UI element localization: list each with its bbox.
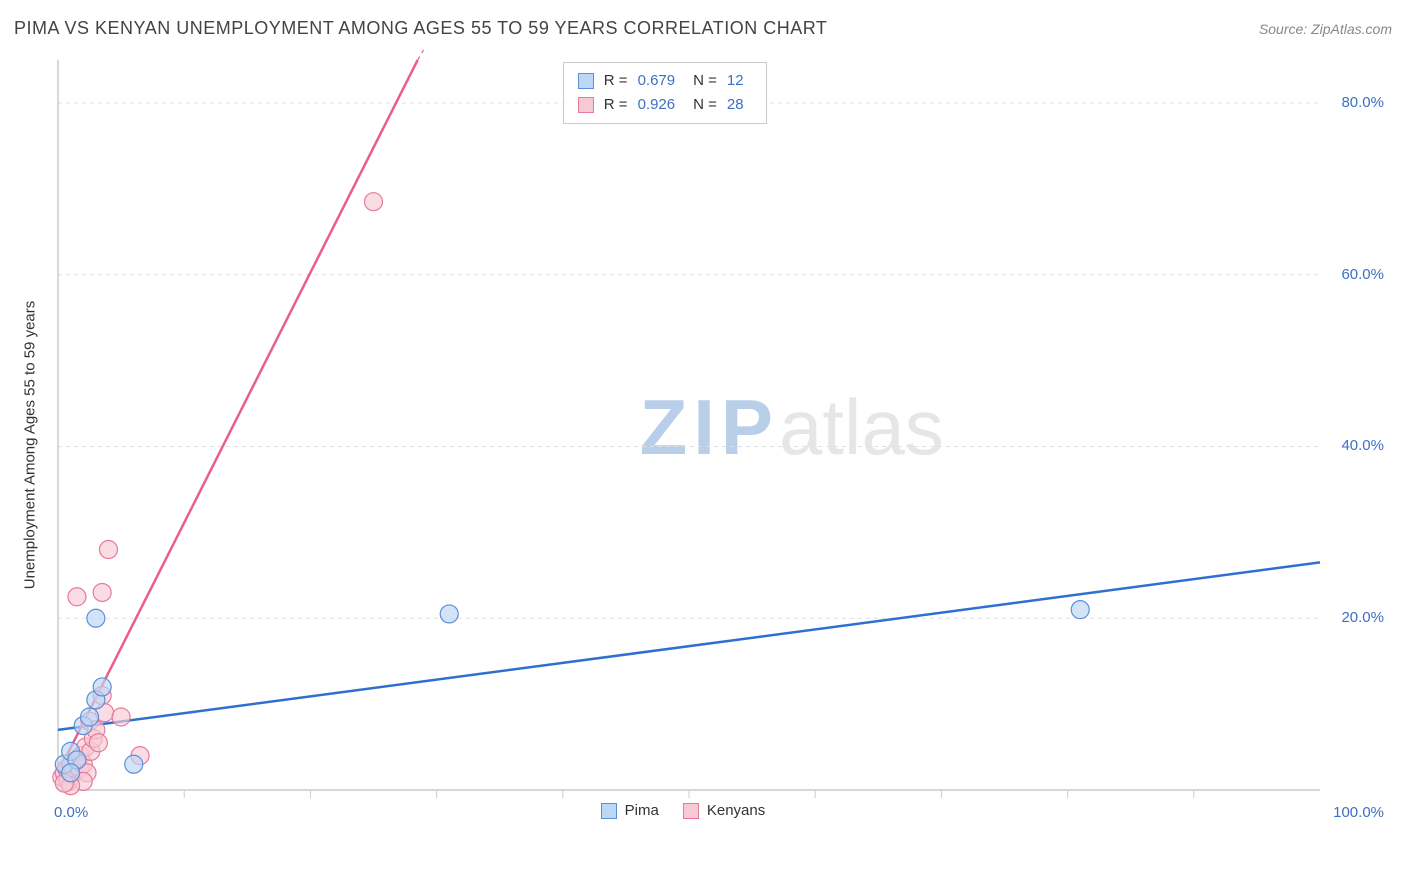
y-tick-label: 60.0% <box>1341 266 1384 283</box>
x-tick-label: 0.0% <box>54 804 88 821</box>
plot-svg <box>50 50 1390 840</box>
pima-marker <box>81 708 99 726</box>
kenyan-trend-line <box>58 60 418 773</box>
legend-label: Kenyans <box>707 802 765 819</box>
y-tick-label: 20.0% <box>1341 609 1384 626</box>
legend-label: Pima <box>625 802 659 819</box>
stat-n-label: N = <box>693 93 717 117</box>
y-tick-label: 80.0% <box>1341 94 1384 111</box>
pima-marker <box>125 755 143 773</box>
y-tick-label: 40.0% <box>1341 437 1384 454</box>
kenyan-marker <box>99 541 117 559</box>
kenyan-marker <box>112 708 130 726</box>
stat-r-value: 0.926 <box>638 93 676 117</box>
chart-source: Source: ZipAtlas.com <box>1259 21 1392 37</box>
correlation-stats-box: R = 0.679 N = 12 R = 0.926 N = 28 <box>563 62 767 124</box>
kenyan-marker <box>365 193 383 211</box>
chart-header: PIMA VS KENYAN UNEMPLOYMENT AMONG AGES 5… <box>14 18 1392 39</box>
stat-n-label: N = <box>693 69 717 93</box>
stat-n-value: 28 <box>727 93 744 117</box>
y-axis-label: Unemployment Among Ages 55 to 59 years <box>22 301 39 590</box>
x-tick-label: 100.0% <box>1333 804 1384 821</box>
stats-row: R = 0.679 N = 12 <box>578 69 752 93</box>
stat-n-value: 12 <box>727 69 744 93</box>
chart-title: PIMA VS KENYAN UNEMPLOYMENT AMONG AGES 5… <box>14 18 827 39</box>
stat-r-value: 0.679 <box>638 69 676 93</box>
kenyan-marker <box>93 583 111 601</box>
legend-swatch <box>683 803 699 819</box>
stats-row: R = 0.926 N = 28 <box>578 93 752 117</box>
legend-item: Kenyans <box>683 802 765 819</box>
kenyan-marker <box>68 588 86 606</box>
pima-trend-line <box>58 562 1320 729</box>
legend-swatch <box>601 803 617 819</box>
source-prefix: Source: <box>1259 21 1311 37</box>
chart-area: Unemployment Among Ages 55 to 59 years Z… <box>50 50 1390 840</box>
stat-r-label: R = <box>604 93 628 117</box>
stat-r-label: R = <box>604 69 628 93</box>
pima-marker <box>440 605 458 623</box>
kenyan-trend-line-dash <box>418 50 443 60</box>
stats-swatch <box>578 73 594 89</box>
pima-marker <box>1071 601 1089 619</box>
pima-marker <box>87 609 105 627</box>
bottom-legend: Pima Kenyans <box>601 802 766 819</box>
pima-marker <box>62 764 80 782</box>
source-name: ZipAtlas.com <box>1311 21 1392 37</box>
pima-marker <box>93 678 111 696</box>
stats-swatch <box>578 97 594 113</box>
legend-item: Pima <box>601 802 659 819</box>
kenyan-marker <box>89 734 107 752</box>
